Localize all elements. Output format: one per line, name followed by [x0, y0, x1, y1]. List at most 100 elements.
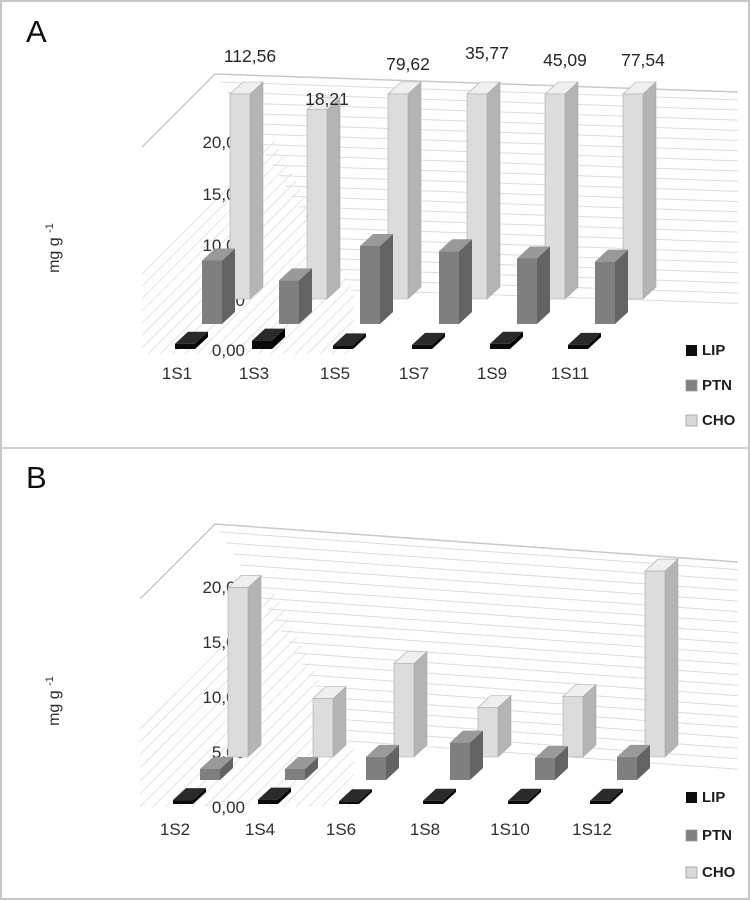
bar-top-face: [508, 788, 541, 801]
bar-lip-1S10: [508, 788, 541, 804]
bar-front-face: [622, 93, 644, 300]
bar-front-face: [590, 800, 610, 804]
wall-gridline-diagonal: [464, 477, 750, 807]
bar-ptn-1S6: [366, 744, 399, 780]
bar-top-face: [439, 239, 472, 252]
bar-ptn-1S1: [202, 248, 235, 324]
wall-gridline-diagonal: [142, 74, 354, 354]
bar-front-face: [200, 769, 220, 780]
bar-side-face: [326, 96, 341, 300]
bar-top-face: [535, 746, 568, 758]
bar-side-face: [247, 574, 262, 758]
bar-front-face: [439, 251, 459, 324]
wall-gridline-diagonal: [282, 74, 354, 354]
y-axis-label: mg g -1: [44, 676, 63, 726]
bar-side-face: [193, 788, 206, 804]
bar-side-face: [588, 332, 601, 349]
bar-top-face: [173, 788, 206, 801]
bar-front-face: [412, 344, 432, 349]
bar-side-face: [407, 81, 422, 300]
bar-top-face: [568, 332, 601, 345]
bar-ptn-1S10: [535, 746, 568, 780]
wall-gridline-diagonal: [204, 524, 354, 807]
bar-front-face: [393, 663, 415, 758]
y-axis-label: mg g -1: [44, 223, 63, 273]
wall-gridline-diagonal: [243, 524, 354, 807]
bar-side-face: [305, 757, 318, 780]
bar-cho-1S12: [644, 558, 679, 758]
bar-ptn-1S7: [439, 239, 472, 324]
legend-swatch-cho: [685, 414, 698, 427]
bar-cho-1S3: [306, 96, 341, 300]
bar-data-label: 18,21: [305, 89, 349, 109]
x-category-label: 1S6: [326, 820, 356, 839]
legend-label-cho: CHO: [702, 412, 736, 429]
bar-cho-1S4: [312, 686, 347, 758]
wall-gridline-diagonal: [256, 524, 354, 807]
y-axis-tick-label: 0,00: [212, 341, 245, 360]
panel-a-title: A: [26, 14, 48, 49]
bar-side-face: [637, 744, 650, 780]
x-category-label: 1S11: [551, 364, 589, 383]
bar-lip-1S2: [173, 788, 206, 804]
wall-gridline-diagonal: [294, 74, 354, 354]
back-wall-gridline: [278, 175, 739, 192]
bar-ptn-1S4: [285, 757, 318, 780]
bar-top-face: [360, 234, 393, 246]
bar-ptn-1S12: [617, 744, 650, 780]
bar-side-face: [299, 268, 312, 324]
bar-ptn-1S3: [279, 268, 312, 324]
wall-gridline-diagonal: [451, 477, 750, 807]
x-category-label: 1S4: [245, 820, 275, 839]
bar-side-face: [610, 788, 623, 804]
wall-gridline-diagonal: [208, 74, 354, 354]
legend-swatch-ptn: [685, 379, 698, 392]
bar-top-face: [279, 268, 312, 281]
bar-cho-1S6: [393, 650, 428, 758]
bar-front-face: [508, 800, 528, 804]
legend-label-ptn: PTN: [702, 827, 732, 844]
bar-front-face: [517, 258, 537, 324]
bar-ptn-1S2: [200, 757, 233, 780]
bar-side-face: [615, 249, 628, 324]
legend-swatch-lip: [686, 792, 697, 803]
bar-top-face: [450, 730, 483, 743]
legend-swatch-cho: [685, 866, 698, 879]
bar-cho-1S8: [477, 694, 512, 758]
bar-data-label: 77,54: [621, 50, 665, 70]
bar-front-face: [202, 260, 222, 324]
x-category-label: 1S7: [399, 364, 429, 383]
bar-side-face: [642, 81, 657, 300]
bar-side-face: [249, 81, 264, 300]
bar-top-face: [595, 249, 628, 262]
back-wall-gridline: [272, 164, 739, 182]
x-category-label: 1S8: [410, 820, 440, 839]
wall-gridline-diagonal: [217, 524, 354, 807]
bar-side-face: [353, 333, 366, 349]
bar-front-face: [333, 345, 353, 349]
bar-top-face: [175, 331, 208, 344]
bar-top-face: [339, 789, 372, 802]
bar-side-face: [220, 757, 233, 780]
bar-cho-1S10: [562, 683, 597, 758]
bar-side-face: [582, 683, 597, 758]
x-category-label: 1S2: [160, 820, 190, 839]
bar-front-face: [175, 343, 195, 349]
wall-top-edge: [139, 523, 739, 600]
bar-ptn-1S8: [450, 730, 483, 780]
bar-top-face: [490, 331, 523, 344]
wall-gridline-diagonal: [221, 74, 354, 354]
bar-front-face: [617, 756, 637, 780]
bar-side-face: [537, 246, 550, 324]
back-wall-gridline: [292, 195, 739, 213]
bar-front-face: [644, 570, 666, 758]
bar-front-face: [285, 769, 305, 780]
bar-lip-1S3: [252, 328, 285, 349]
bar-side-face: [413, 650, 428, 758]
x-category-label: 1S9: [477, 364, 507, 383]
bar-lip-1S11: [568, 332, 601, 349]
y-axis-tick-label: 0,00: [212, 798, 245, 817]
bar-top-face: [258, 787, 291, 800]
wall-gridline-diagonal: [140, 524, 354, 807]
